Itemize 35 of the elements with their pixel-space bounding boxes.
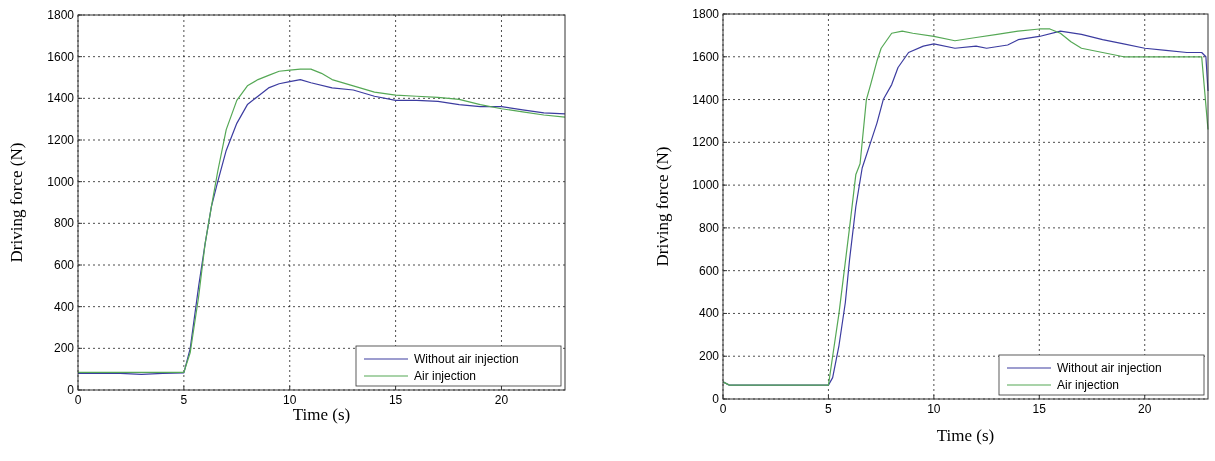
x-tick-label: 20 (1138, 402, 1152, 416)
x-tick-label: 10 (927, 402, 941, 416)
y-tick-label: 1600 (692, 49, 720, 64)
y-tick-label: 1200 (47, 133, 75, 147)
x-tick-label: 15 (1032, 402, 1047, 416)
y-tick-label: 400 (698, 306, 720, 321)
y-tick-label: 1800 (47, 8, 75, 22)
legend-label: Without air injection (414, 352, 519, 366)
y-tick-label: 600 (698, 263, 720, 278)
y-tick-label: 600 (53, 258, 75, 272)
y-tick-label: 200 (53, 341, 75, 356)
y-tick-label: 1400 (47, 91, 75, 106)
y-tick-label: 800 (53, 216, 75, 231)
y-tick-label: 800 (698, 220, 720, 235)
y-tick-label: 1000 (47, 174, 75, 189)
y-tick-label: 1400 (692, 92, 720, 107)
x-tick-label: 20 (494, 393, 509, 407)
y-axis-title: Driving force (N) (653, 146, 672, 267)
x-tick-label: 10 (283, 393, 297, 407)
y-tick-label: 1800 (692, 7, 720, 21)
x-tick-label: 15 (388, 393, 403, 407)
x-axis-title: Time (s) (292, 405, 351, 424)
legend-label: Air injection (1057, 378, 1120, 392)
x-tick-label: 5 (825, 402, 833, 416)
y-tick-label: 0 (67, 383, 75, 397)
x-axis-title: Time (s) (936, 426, 995, 445)
y-tick-label: 1200 (692, 135, 720, 150)
legend-label: Air injection (414, 369, 477, 383)
y-tick-label: 1000 (692, 178, 720, 193)
x-tick-label: 5 (180, 393, 188, 407)
y-tick-label: 1600 (47, 49, 75, 64)
y-tick-label: 400 (53, 299, 75, 314)
legend-label: Without air injection (1057, 361, 1162, 375)
y-axis-title: Driving force (N) (7, 142, 26, 263)
y-tick-label: 200 (698, 349, 720, 364)
